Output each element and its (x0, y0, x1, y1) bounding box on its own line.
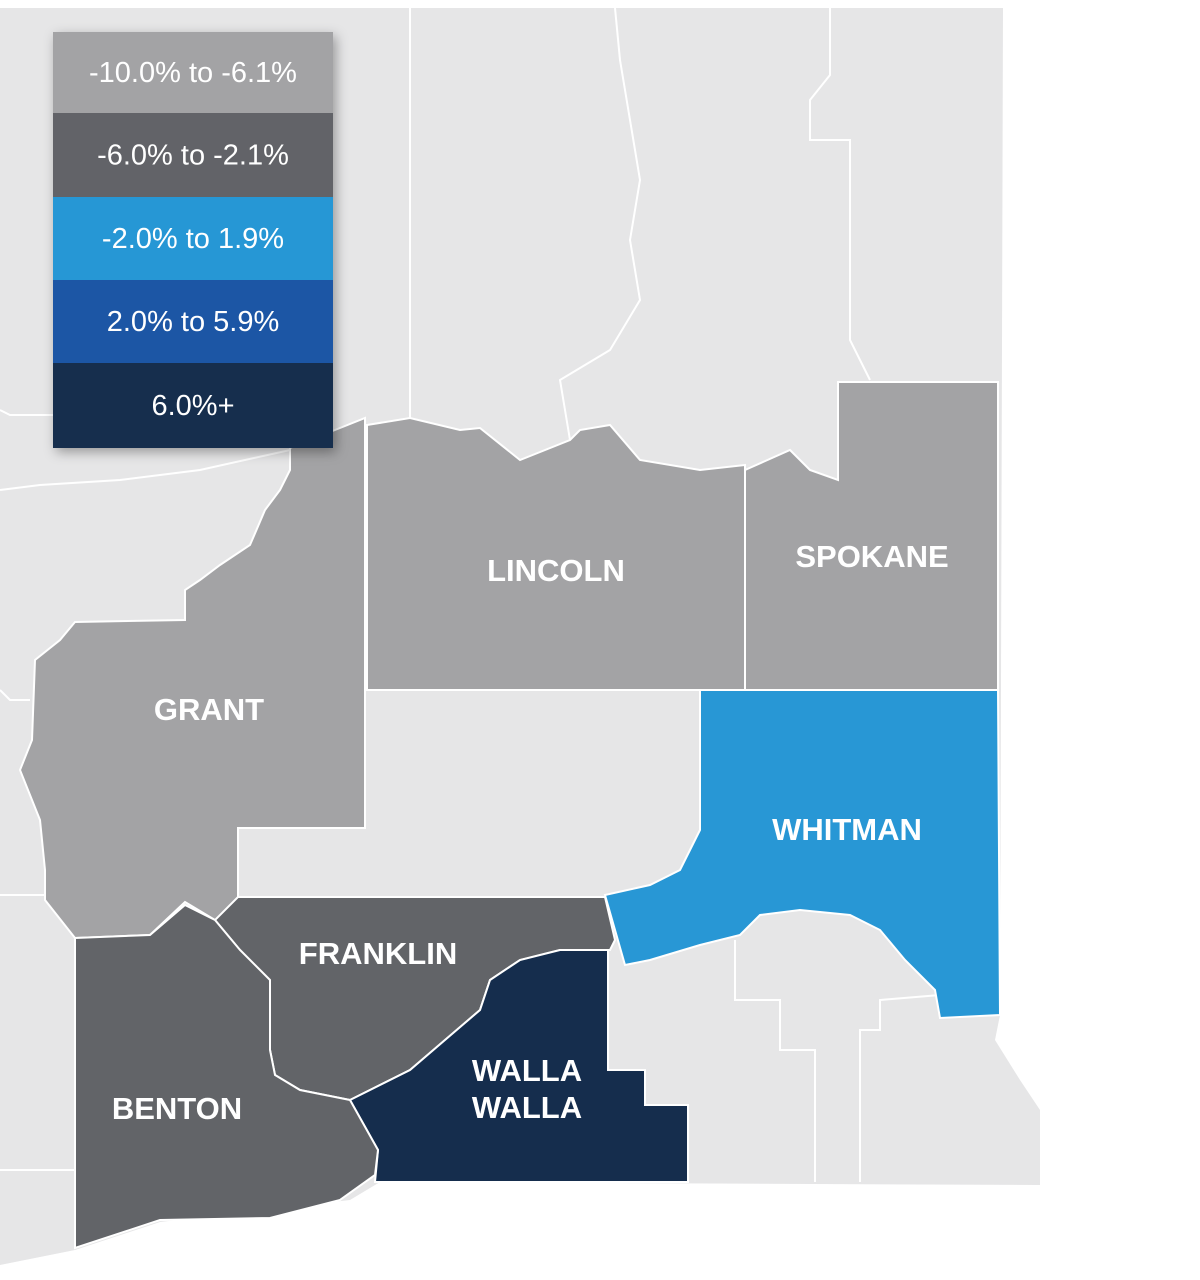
county (603, 689, 1002, 1020)
county-borders (0, 7, 941, 1182)
county-label-line: LINCOLN (487, 553, 625, 588)
county-label: WALLA WALLA (472, 1053, 582, 1125)
county-label: GRANT (154, 692, 264, 727)
county-label: FRANKLIN (299, 936, 457, 971)
legend-swatch (53, 32, 333, 113)
county-label: LINCOLN (487, 553, 625, 588)
counties: LINCOLN SPOKANE GRANT WHITMAN FRANKLIN WALLA W… (18, 381, 1002, 1250)
county-label-line: SPOKANE (795, 539, 948, 574)
legend-swatch (53, 197, 333, 280)
county-label: WHITMAN (772, 812, 922, 847)
county-label-line: BENTON (112, 1091, 242, 1126)
county-label-line: WALLA (472, 1090, 582, 1125)
county-label: BENTON (112, 1091, 242, 1126)
legend-label: -2.0% to 1.9% (102, 223, 284, 255)
county-label-line: GRANT (154, 692, 264, 727)
county-label: SPOKANE (795, 539, 948, 574)
county (74, 903, 380, 1250)
legend-label: -6.0% to -2.1% (97, 140, 289, 172)
legend-swatch (53, 280, 333, 363)
legend: -10.0% to -6.1% -6.0% to -2.1% -2.0% to 1.… (53, 32, 333, 448)
county-label-line: WHITMAN (772, 812, 922, 847)
county-label-line: FRANKLIN (299, 936, 457, 971)
legend-label: 2.0% to 5.9% (107, 306, 280, 338)
county-label-line: WALLA (472, 1053, 582, 1088)
legend-swatch (53, 113, 333, 197)
legend-swatch (53, 363, 333, 448)
legend-label: 6.0%+ (151, 390, 234, 422)
legend-label: -10.0% to -6.1% (89, 57, 297, 89)
